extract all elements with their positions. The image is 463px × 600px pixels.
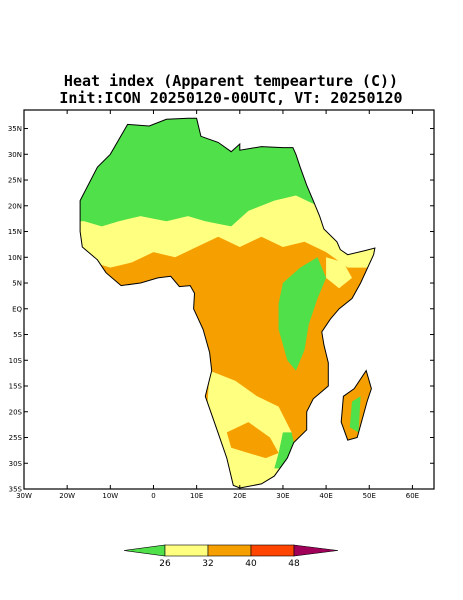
heat-zones — [80, 118, 375, 488]
lon-tick-label: 10E — [190, 492, 203, 500]
lat-tick-label: 30N — [8, 151, 22, 159]
lat-tick-label: 25N — [8, 177, 22, 185]
colorbar-swatch — [293, 544, 339, 557]
lon-tick-label: 10W — [102, 492, 118, 500]
zone-yellow-horn — [326, 257, 352, 289]
lat-tick-label: 35S — [9, 486, 23, 494]
colorbar-label: 40 — [245, 559, 257, 569]
lon-tick-label: 20W — [59, 492, 75, 500]
zone-green-east — [278, 257, 327, 371]
colorbar-label: 32 — [202, 559, 213, 569]
lat-tick-label: 15N — [8, 228, 22, 236]
lon-tick-label: 60E — [406, 492, 419, 500]
lat-tick-label: 5N — [12, 280, 22, 288]
lon-tick-label: 40E — [319, 492, 332, 500]
colorbar-label: 48 — [288, 559, 300, 569]
lon-tick-label: 0 — [151, 492, 155, 500]
title: Heat index (Apparent tempearture (C)) — [64, 72, 398, 90]
lat-tick-label: 5S — [13, 331, 22, 339]
lat-tick-label: 35N — [8, 125, 22, 133]
zone-orange-south — [226, 422, 279, 459]
colorbar-swatch — [207, 544, 252, 557]
coastline — [79, 117, 376, 489]
colorbar-swatch — [123, 544, 166, 557]
colorbar-label: 26 — [159, 559, 171, 569]
lat-tick-label: 10S — [9, 357, 23, 365]
colorbar-swatch — [164, 544, 209, 557]
subtitle: Init:ICON 20250120-00UTC, VT: 20250120 — [59, 89, 402, 107]
lon-tick-label: 50E — [363, 492, 376, 500]
map — [79, 117, 376, 489]
lat-tick-label: 30S — [9, 460, 23, 468]
zone-green-mad — [349, 396, 361, 433]
colorbar: 26 32 40 48 — [123, 544, 339, 569]
lat-tick-label: 20S — [9, 408, 23, 416]
lat-tick-label: 20N — [8, 202, 22, 210]
lon-tick-label: 30W — [16, 492, 32, 500]
map-frame — [23, 109, 435, 490]
lat-tick-label: 10N — [8, 254, 22, 262]
lon-tick-label: 20E — [233, 492, 246, 500]
lon-tick-label: 30E — [276, 492, 289, 500]
lat-tick-label: 25S — [9, 434, 23, 442]
zone-green-north — [80, 118, 375, 227]
lat-tick-label: EQ — [12, 305, 22, 313]
lat-tick-label: 15S — [9, 383, 23, 391]
colorbar-swatch — [250, 544, 295, 557]
